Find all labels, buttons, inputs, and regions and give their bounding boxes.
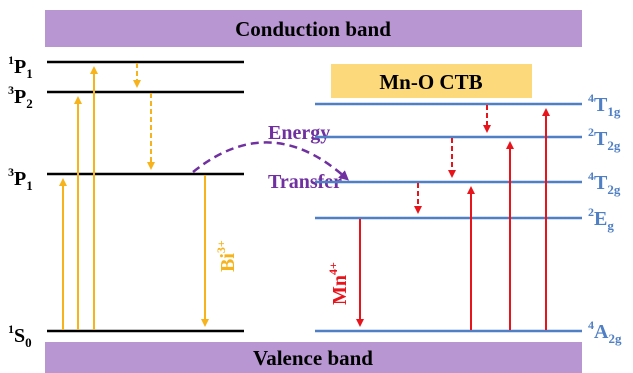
mn-label-4t1g: 4T1g [588, 91, 621, 119]
mn-o-ctb-box [331, 64, 532, 98]
bi-label-3p2: 3P2 [8, 83, 33, 111]
valence-band [45, 342, 582, 373]
valence-band-label: Valence band [253, 346, 373, 370]
mn-label-4a2g: 4A2g [588, 318, 622, 346]
mn-label-4t2g: 4T2g [588, 169, 621, 197]
mn-o-ctb-label: Mn-O CTB [379, 70, 482, 94]
mn-ion-label: Mn4+ [326, 262, 351, 305]
energy-label: Energy [268, 122, 330, 144]
transfer-label: Transfer [268, 171, 342, 193]
bi-label-1p1: 1P1 [8, 53, 33, 81]
bi-label-3p1: 3P1 [8, 165, 33, 193]
mn-label-2t2g: 2T2g [588, 125, 621, 153]
conduction-band [45, 10, 582, 47]
conduction-band-label: Conduction band [235, 17, 391, 41]
mn-label-2eg: 2Eg [588, 205, 614, 233]
bi-label-1s0: 1S0 [8, 322, 32, 350]
energy-transfer-arrow [192, 141, 349, 181]
bi-ion-label: Bi3+ [214, 240, 239, 272]
